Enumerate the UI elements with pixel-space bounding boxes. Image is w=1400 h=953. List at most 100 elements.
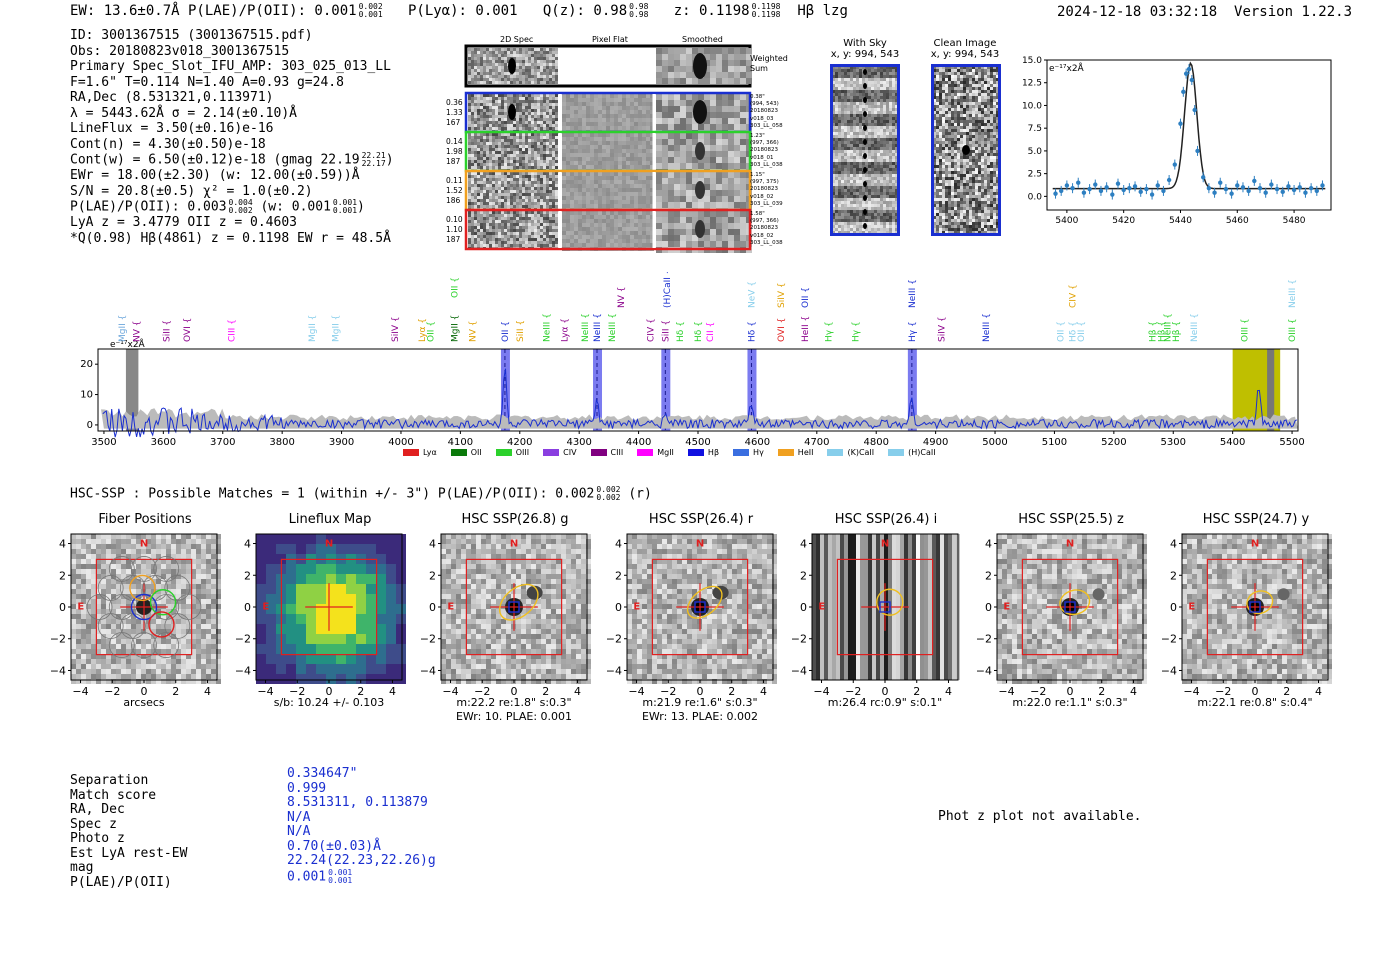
cutout-x-tick-label: 2 xyxy=(1283,685,1290,698)
cutout-caption: m:26.4 rc:0.9" s:0.1" xyxy=(827,696,943,709)
row-smooth-source xyxy=(693,100,707,124)
cutout-y-tick-label: 0 xyxy=(59,601,66,614)
cutout-caption: m:22.0 re:1.1" s:0.3" xyxy=(1012,696,1128,709)
cutout-x-tick-label: 4 xyxy=(760,685,767,698)
with-sky-frame xyxy=(830,64,900,236)
val-match-score: 0.999 xyxy=(287,780,327,796)
spec2d-row-meta: 1.58" (997, 366) 20180823 v018_02 303_LL_038 xyxy=(750,211,783,246)
emission-line-label: NV { xyxy=(617,287,627,308)
legend-item: OII xyxy=(450,448,482,457)
cutout-x-tick-label: 4 xyxy=(389,685,396,698)
north-label: N xyxy=(325,539,333,550)
cutout-caption-2: EWr: 13. PLAE: 0.002 xyxy=(641,710,759,723)
fit-data-point xyxy=(1064,183,1070,188)
val-lya-ew: 0.70(±0.03)Å xyxy=(287,838,381,854)
spectrum-flux-line xyxy=(102,368,1298,438)
fit-data-point xyxy=(1149,192,1155,197)
val-radec: 8.531311, 0.113879 xyxy=(287,795,428,810)
cutout-y-tick-label: −4 xyxy=(977,664,992,677)
fit-data-point xyxy=(1235,183,1240,188)
fit-data-point xyxy=(1132,184,1138,189)
legend-item: Lyα xyxy=(403,448,437,457)
fit-data-point xyxy=(1183,71,1189,76)
spec-x-tick-label: 3500 xyxy=(91,437,116,448)
aperture-box xyxy=(1021,558,1119,656)
cutout-x-tick-label: −2 xyxy=(474,685,490,698)
emission-line-label: NeIII { xyxy=(543,313,553,342)
cutout-x-tick-label: 2 xyxy=(728,685,735,698)
emission-line-label: NeIII { xyxy=(608,313,618,342)
emission-line-label: NeIII { xyxy=(1190,313,1200,342)
emission-line-label: Hδ { xyxy=(747,321,757,342)
fit-y-tick-label: 2.5 xyxy=(1028,170,1042,180)
spec2d-panel: 2D Spec Pixel Flat Smoothed Weighted Sum… xyxy=(440,32,790,257)
cutout-z-image: N E 4 2 0 −2 −4 −4 −2 0 2 4 xyxy=(977,533,1147,698)
spec-y-tick-label: 20 xyxy=(80,359,93,370)
legend-label: HeII xyxy=(797,448,814,457)
cutout-x-tick-label: 4 xyxy=(1315,685,1322,698)
fit-data-point xyxy=(1218,180,1223,185)
header-summary: EW: 13.6±0.7Å P(LAE)/P(OII): 0.001 0.002 0… xyxy=(70,2,848,20)
legend-item: MgII xyxy=(637,448,674,457)
info-lineflux: LineFlux = 3.50(±0.16)e-16 xyxy=(70,121,274,136)
spec-x-tick-label: 5400 xyxy=(1220,437,1245,448)
sky-trace xyxy=(863,111,867,117)
east-label: E xyxy=(1003,601,1010,612)
key-plae: P(LAE)/P(OII) xyxy=(70,874,172,890)
aperture-ellipse xyxy=(686,585,723,619)
row-flat-noise xyxy=(562,172,654,212)
aperture-box xyxy=(651,558,749,656)
cutout-y-tick-label: 4 xyxy=(1170,538,1177,551)
east-label: E xyxy=(1188,601,1195,612)
val-mag: 22.24(22.23,22.26)g xyxy=(287,853,436,868)
spec-x-tick-label: 5300 xyxy=(1161,437,1186,448)
sky-trace xyxy=(863,139,867,145)
line-highlight-band xyxy=(661,349,671,431)
fit-data-point xyxy=(1308,185,1314,191)
header-timestamp: 2024-12-18 03:32:18 Version 1.22.3 xyxy=(1057,4,1353,20)
spec2d-row-stats: 0.10 1.10 187 xyxy=(446,215,463,244)
fit-data-point xyxy=(1257,185,1263,191)
legend-label: CIII xyxy=(610,448,624,457)
cutout-fiber-image: N E 4 2 0 −2 −4 −4 −2 0 2 4 xyxy=(51,533,221,698)
cutout-x-tick-label: 2 xyxy=(1098,685,1105,698)
emission-line-label: Hδ { xyxy=(694,321,704,342)
emission-line-label: MgII { xyxy=(450,315,460,342)
legend-item: Hγ xyxy=(733,448,764,457)
fiber-red xyxy=(148,611,175,638)
fit-data-point xyxy=(1206,185,1212,191)
emission-line-label: NeIII { xyxy=(581,313,591,342)
aperture-box xyxy=(1206,558,1304,656)
header-qz: Q(z): 0.98 xyxy=(542,3,628,19)
fit-data-point xyxy=(1127,185,1132,191)
fiber-circle xyxy=(153,632,180,658)
info-cont-w: Cont(w) = 6.50(±0.12)e-18 (gmag 22.19 22.… xyxy=(70,151,394,168)
cutout-x-tick-label: −4 xyxy=(998,685,1014,698)
spec2d-row-meta: 1.23" (997, 366) 20180823 v018_01 303_LL_038 xyxy=(750,133,783,168)
cutout-x-tick-label: −2 xyxy=(104,685,120,698)
aperture-ellipse xyxy=(498,583,539,621)
legend-label: OIII xyxy=(515,448,530,457)
sky-trace xyxy=(863,223,867,229)
emission-line-label: NeIII { xyxy=(982,313,992,342)
info-lya-z: LyA z = 3.4779 OII z = 0.4603 xyxy=(70,215,297,230)
cutout-x-tick-label: −2 xyxy=(1030,685,1046,698)
spec-x-tick-label: 4400 xyxy=(626,437,651,448)
cutout-x-tick-label: 0 xyxy=(697,685,704,698)
cutout-x-tick-label: 0 xyxy=(1067,685,1074,698)
fit-data-point xyxy=(1274,186,1280,192)
north-label: N xyxy=(696,539,704,550)
cutout-i-image: N E 4 2 0 −2 −4 −4 −2 0 2 4 xyxy=(792,533,960,698)
cutout-noise xyxy=(1182,534,1332,684)
fit-data-point xyxy=(1166,177,1172,183)
cutout-x-tick-label: 4 xyxy=(945,685,952,698)
row-2d-noise xyxy=(468,133,558,172)
legend-label: Hβ xyxy=(707,448,720,457)
sky-trace xyxy=(863,181,867,187)
legend-item: Hβ xyxy=(687,448,720,457)
with-sky-title: With Sky x, y: 994, 543 xyxy=(830,38,900,60)
legend-label: MgII xyxy=(657,448,674,457)
full-spectrum-plot: 0 10 20 3500 3600 3700 3800 3900 4000 4100 4200 430… xyxy=(80,272,1305,448)
sky-trace xyxy=(863,83,867,89)
spec-x-tick-label: 4700 xyxy=(804,437,829,448)
